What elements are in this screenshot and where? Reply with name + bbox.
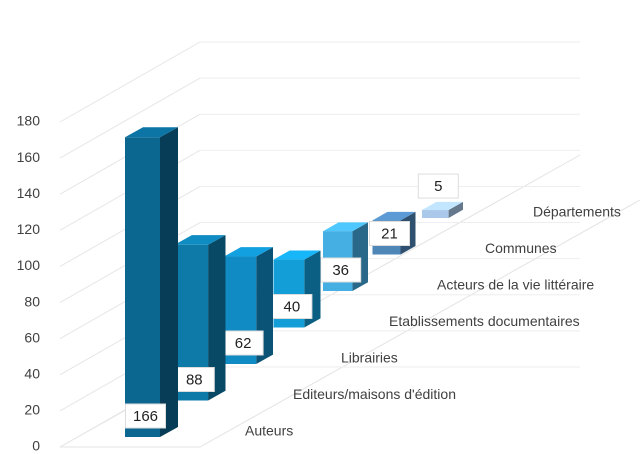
y-tick-label: 140	[17, 185, 41, 201]
category-label: Auteurs	[245, 423, 293, 439]
grid-line	[59, 77, 201, 159]
value-label: 88	[186, 371, 203, 388]
bar	[125, 127, 178, 438]
category-label: Etablissements documentaires	[389, 313, 580, 329]
value-label: 5	[434, 178, 442, 195]
value-label-box	[271, 294, 313, 319]
y-tick-label: 80	[24, 293, 40, 309]
bar-side	[208, 235, 226, 401]
category-label: Départements	[533, 204, 621, 220]
value-label-box	[417, 173, 459, 199]
bar-top	[372, 211, 416, 221]
value-label-box	[320, 257, 362, 283]
floor-edge	[199, 199, 641, 448]
y-tick-label: 120	[17, 221, 41, 237]
value-label-box	[125, 403, 166, 429]
y-tick-label: 100	[17, 257, 41, 273]
y-tick-label: 40	[24, 365, 40, 381]
category-label: Editeurs/maisons d'édition	[293, 386, 456, 402]
bar-top	[125, 127, 178, 138]
bar-top	[224, 247, 273, 257]
value-label: 40	[284, 298, 301, 315]
bar-top	[323, 222, 368, 232]
grid-line	[59, 41, 201, 123]
bar-top	[422, 201, 463, 211]
bar-top	[273, 250, 321, 260]
bar-side	[160, 127, 178, 438]
bar-top	[174, 235, 226, 245]
y-tick-label: 160	[17, 149, 41, 165]
y-tick-label: 60	[24, 329, 40, 345]
y-tick-label: 180	[17, 113, 41, 129]
category-label: Acteurs de la vie littéraire	[437, 277, 594, 293]
category-label: Communes	[485, 240, 557, 256]
bar	[422, 201, 463, 218]
value-label: 21	[381, 225, 398, 242]
category-label: Librairies	[341, 350, 398, 366]
value-label: 166	[133, 408, 158, 425]
value-label-box	[222, 330, 264, 356]
y-tick-label: 0	[32, 438, 40, 454]
value-label: 62	[235, 335, 252, 352]
bar-front	[422, 210, 449, 218]
value-label-box	[369, 221, 410, 246]
bar-side	[448, 201, 463, 218]
value-label: 36	[332, 262, 349, 279]
y-tick-label: 20	[24, 402, 40, 418]
bar-front	[125, 137, 160, 437]
